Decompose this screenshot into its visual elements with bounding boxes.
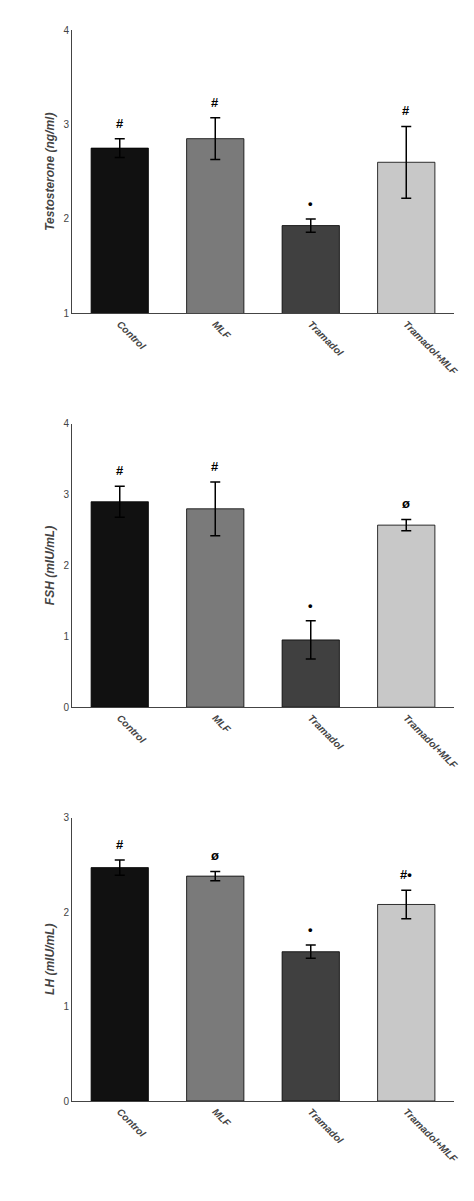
svg-text:3: 3 (63, 119, 69, 130)
svg-text:0: 0 (63, 702, 69, 713)
svg-text:MLF: MLF (210, 712, 233, 735)
svg-text:LH (mIU/mL): LH (mIU/mL) (43, 924, 57, 995)
svg-text:Tramadol+MLF: Tramadol+MLF (401, 712, 460, 771)
svg-text:2: 2 (63, 560, 69, 571)
svg-text:1: 1 (63, 308, 69, 319)
svg-text:•: • (308, 196, 313, 211)
svg-text:2: 2 (63, 907, 69, 918)
svg-text:#: # (402, 103, 410, 118)
svg-text:MLF: MLF (210, 1106, 233, 1129)
svg-text:3: 3 (63, 489, 69, 500)
svg-text:4: 4 (63, 25, 69, 36)
svg-text:Tramadol: Tramadol (306, 1106, 346, 1146)
svg-text:ø: ø (211, 848, 219, 863)
svg-text:Tramadol: Tramadol (306, 712, 346, 752)
svg-text:MLF: MLF (210, 319, 233, 342)
svg-text:Tramadol: Tramadol (306, 319, 346, 359)
svg-text:Tramadol+MLF: Tramadol+MLF (401, 1106, 460, 1165)
svg-text:3: 3 (63, 812, 69, 823)
svg-text:#: # (116, 463, 124, 478)
svg-text:1: 1 (63, 1001, 69, 1012)
svg-text:Control: Control (115, 319, 148, 352)
svg-text:Control: Control (115, 1106, 148, 1139)
svg-text:#•: #• (400, 867, 412, 882)
svg-text:FSH (mIU/mL): FSH (mIU/mL) (43, 526, 57, 605)
svg-text:#: # (116, 837, 124, 852)
svg-text:Tramadol+MLF: Tramadol+MLF (401, 319, 460, 378)
svg-text:0: 0 (63, 1096, 69, 1107)
svg-text:#: # (211, 95, 219, 110)
svg-text:1: 1 (63, 631, 69, 642)
svg-text:Control: Control (115, 712, 148, 745)
svg-text:2: 2 (63, 213, 69, 224)
svg-text:Testosterone (ng/ml): Testosterone (ng/ml) (43, 113, 57, 231)
svg-text:•: • (308, 598, 313, 613)
svg-text:#: # (116, 116, 124, 131)
svg-text:#: # (211, 459, 219, 474)
svg-text:4: 4 (63, 418, 69, 429)
svg-text:•: • (308, 922, 313, 937)
svg-text:ø: ø (402, 496, 410, 511)
